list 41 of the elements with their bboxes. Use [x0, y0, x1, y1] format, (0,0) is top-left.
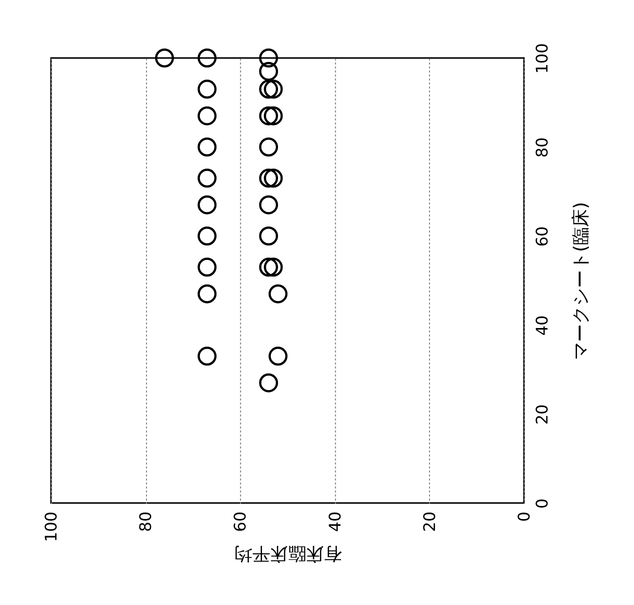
y-tick-label: 0	[532, 498, 552, 509]
point	[155, 48, 174, 68]
point	[259, 106, 278, 126]
x-axis-title: 有床臨床平均	[234, 543, 342, 564]
point	[264, 106, 283, 126]
point	[268, 284, 288, 304]
point	[259, 226, 278, 246]
y-tick-label: 60	[532, 226, 552, 247]
x-tick-label: 0	[514, 512, 534, 522]
y-axis-title: マークシート(臨床)	[570, 202, 592, 360]
point	[259, 195, 278, 214]
y-tick-label: 80	[532, 137, 552, 158]
point	[264, 80, 283, 99]
point	[259, 373, 278, 392]
point	[268, 346, 288, 366]
point	[259, 80, 278, 99]
x-tick-label: 80	[136, 512, 156, 532]
x-tick-label: 40	[325, 512, 344, 532]
y-tick-label: 40	[532, 315, 552, 336]
point	[198, 48, 217, 68]
point	[259, 168, 278, 188]
x-tick-label: 20	[420, 512, 439, 532]
point	[259, 138, 278, 156]
y-tick-label: 20	[532, 404, 552, 425]
point	[264, 258, 283, 277]
point	[198, 226, 217, 246]
x-tick-label: 100	[42, 512, 60, 542]
point	[198, 168, 217, 188]
point	[259, 48, 278, 68]
point	[198, 346, 217, 366]
point	[198, 195, 217, 214]
point	[198, 106, 217, 126]
point	[198, 258, 217, 277]
y-tick-label: 100	[532, 43, 552, 74]
point	[198, 284, 217, 304]
point	[198, 80, 217, 99]
point	[259, 258, 278, 277]
point	[259, 62, 278, 81]
point	[264, 168, 283, 188]
point	[198, 138, 217, 156]
x-tick-label: 60	[230, 512, 250, 532]
